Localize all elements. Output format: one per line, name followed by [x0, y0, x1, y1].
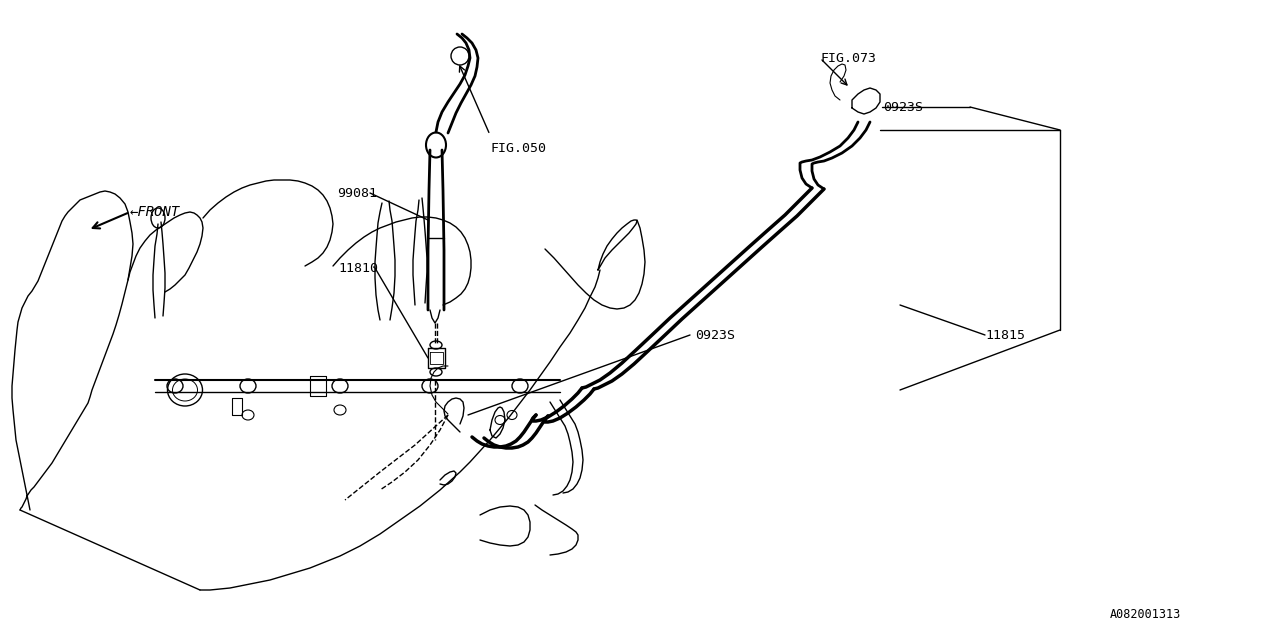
Text: ←FRONT: ←FRONT: [131, 205, 180, 219]
Text: FIG.050: FIG.050: [490, 141, 547, 154]
Text: 0923S: 0923S: [883, 100, 923, 113]
Text: 0923S: 0923S: [695, 328, 735, 342]
Text: A082001313: A082001313: [1110, 607, 1181, 621]
Text: 11810: 11810: [338, 262, 378, 275]
Text: FIG.073: FIG.073: [820, 51, 876, 65]
Text: 11815: 11815: [986, 328, 1025, 342]
Text: 99081: 99081: [337, 186, 378, 200]
